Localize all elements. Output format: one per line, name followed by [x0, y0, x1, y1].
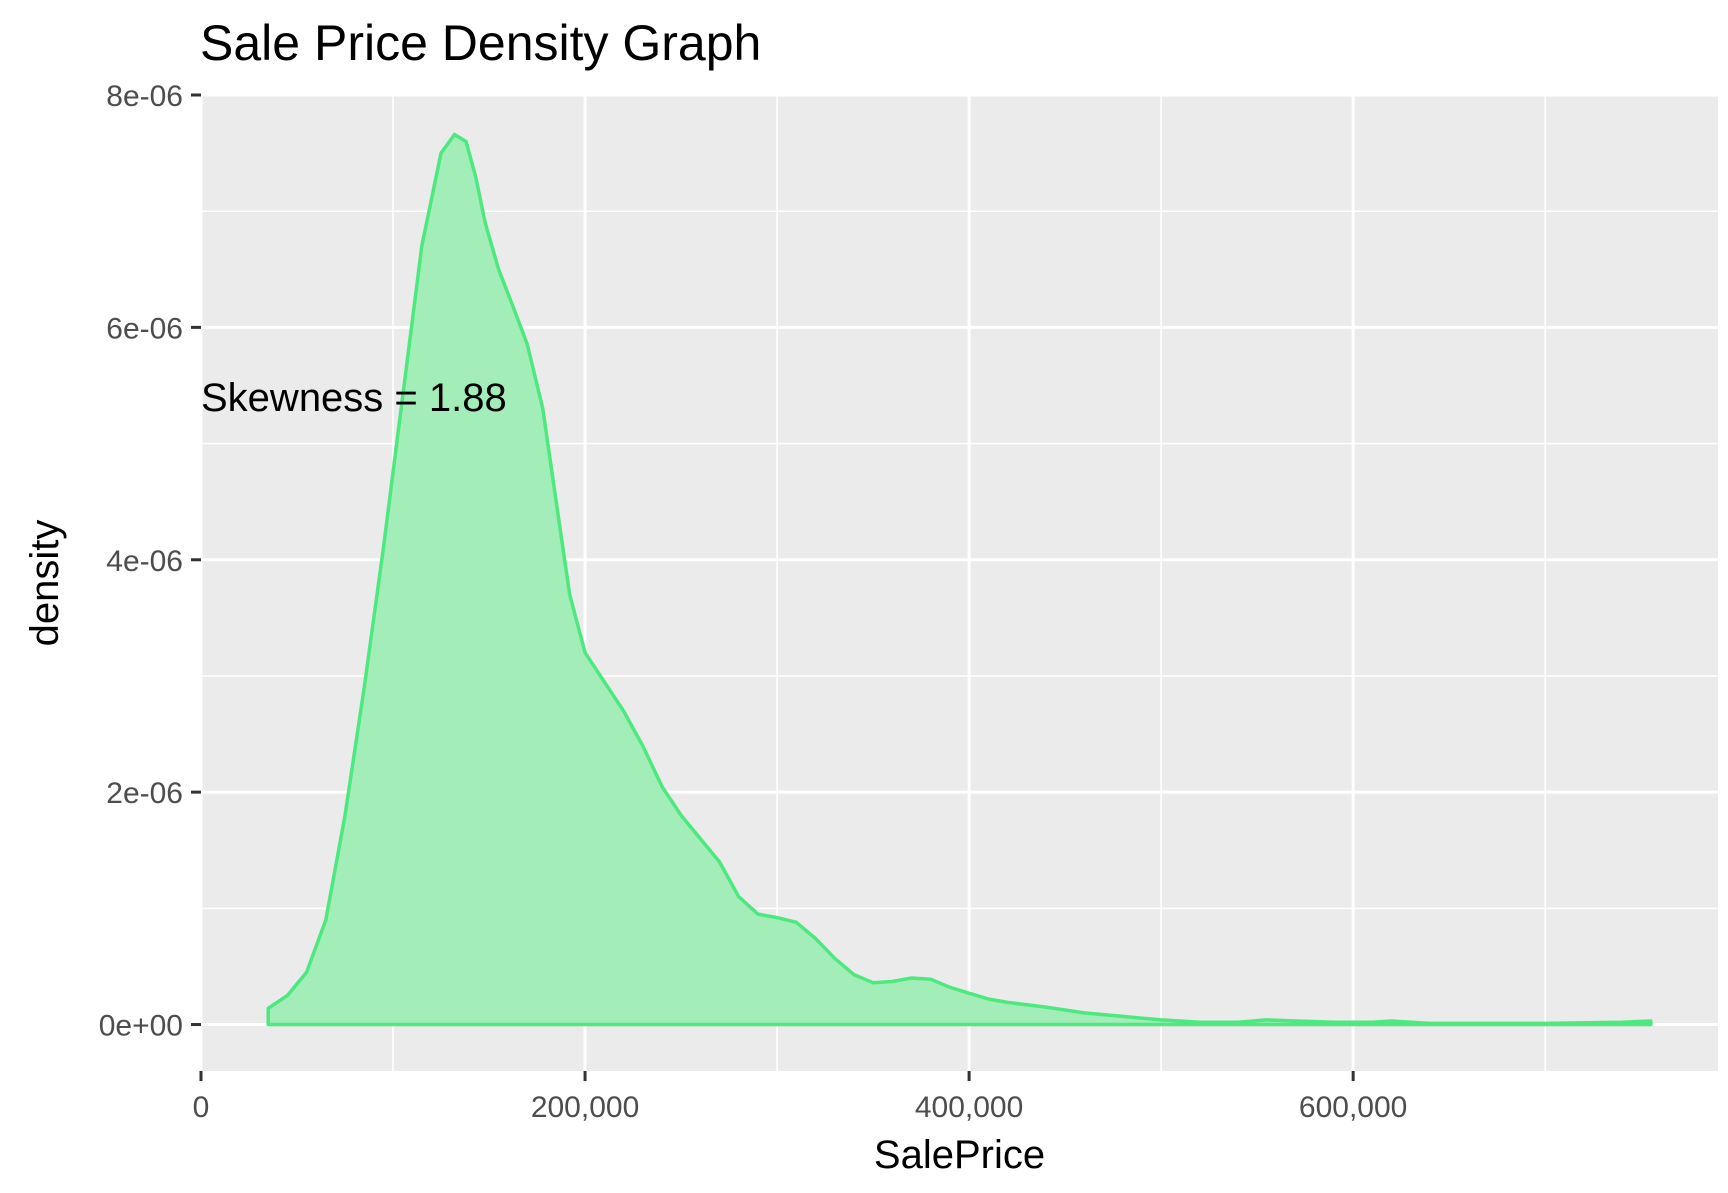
x-axis-title: SalePrice	[874, 1133, 1045, 1177]
density-area	[268, 134, 1651, 1025]
skewness-annotation: Skewness = 1.88	[201, 376, 507, 420]
chart-title: Sale Price Density Graph	[200, 15, 761, 71]
y-axis: 0e+00 2e-06 4e-06 6e-06 8e-06	[99, 80, 201, 1043]
y-axis-title: density	[23, 520, 67, 647]
y-tick-label: 4e-06	[106, 545, 183, 578]
x-tick-label: 400,000	[915, 1091, 1023, 1124]
y-tick-label: 6e-06	[106, 312, 183, 345]
x-axis: 0 200,000 400,000 600,000	[193, 1071, 1407, 1124]
y-tick-label: 2e-06	[106, 777, 183, 810]
y-tick-label: 8e-06	[106, 80, 183, 113]
x-tick-label: 0	[193, 1091, 210, 1124]
density-curve	[266, 132, 1653, 1027]
x-tick-label: 600,000	[1299, 1091, 1407, 1124]
y-tick-label: 0e+00	[99, 1010, 183, 1043]
x-tick-label: 200,000	[531, 1091, 639, 1124]
